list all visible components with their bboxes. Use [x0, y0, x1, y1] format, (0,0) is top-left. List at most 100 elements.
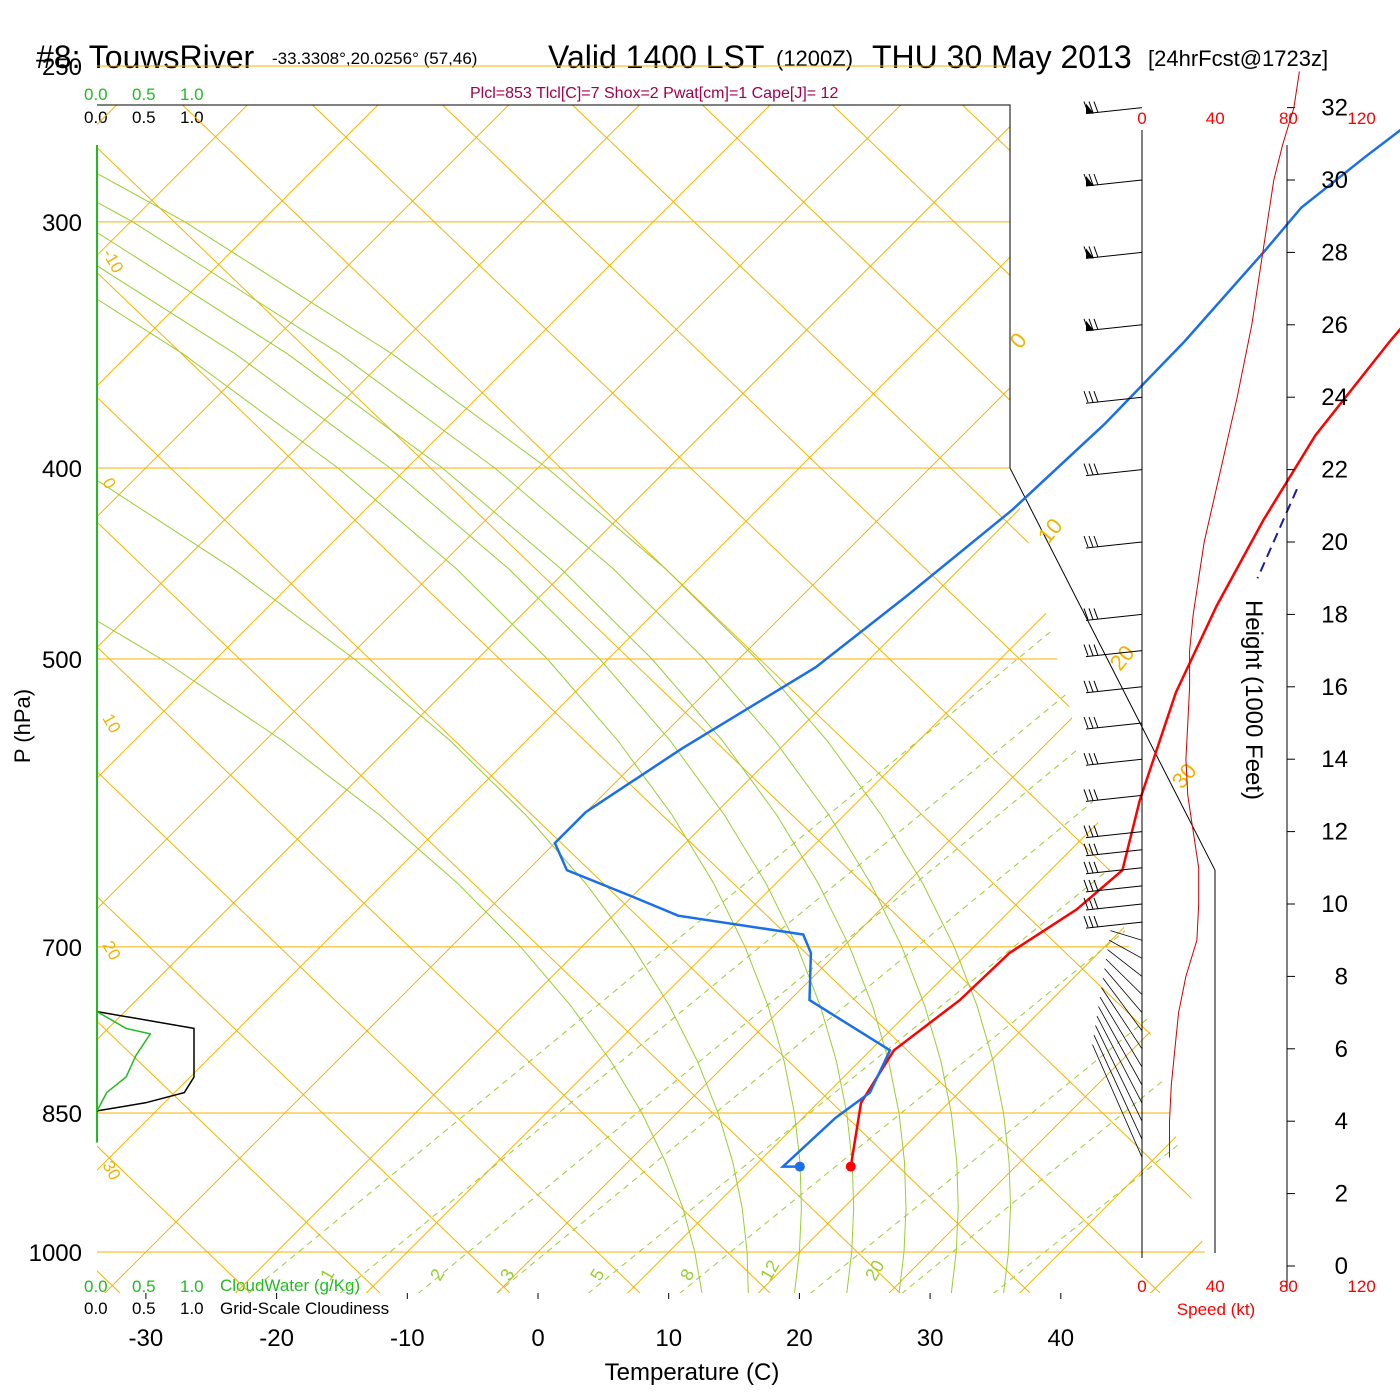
wind-barb	[1085, 541, 1143, 549]
isotherm-line	[97, 105, 714, 1293]
cloud-bottom-green-ticks: 0.0 0.5 1.0 CloudWater (g/Kg)	[84, 1276, 360, 1296]
speed-tick-bottom: 0	[1137, 1277, 1146, 1296]
dry-adiabat-label: 30	[99, 1158, 125, 1184]
surface-dewpoint-point	[794, 1161, 805, 1172]
pressure-tick-label: 300	[42, 210, 82, 237]
wind-barb-feather	[1088, 463, 1094, 475]
wind-barb-feather	[1088, 173, 1094, 186]
isotherm-line	[757, 105, 1215, 1293]
wind-barb-feather	[1083, 173, 1089, 186]
wind-barb-feather	[1088, 644, 1094, 656]
height-tick-label: 24	[1321, 384, 1348, 411]
dry-adiabat-line	[119, 105, 1215, 1293]
height-tick-label: 20	[1321, 529, 1348, 556]
cloudwater-label: CloudWater (g/Kg)	[220, 1276, 360, 1295]
valid-date: THU 30 May 2013	[872, 39, 1132, 75]
temperature-tick-label: -30	[129, 1325, 164, 1352]
moist-adiabat-line	[97, 105, 802, 1293]
right-adiabat-label: 20	[1105, 640, 1140, 675]
speed-axis-label: Speed (kt)	[1177, 1300, 1255, 1319]
speed-tick-bottom: 40	[1206, 1277, 1225, 1296]
wind-barb-feather	[1093, 680, 1099, 692]
moist-adiabat-line	[97, 105, 703, 1293]
moist-adiabat-line	[97, 105, 749, 1293]
isotherm-line	[626, 105, 1215, 1293]
temperature-tick-label: 30	[917, 1325, 944, 1352]
wind-barb-feather	[1093, 861, 1099, 873]
height-tick-label: 16	[1321, 674, 1348, 701]
dry-adiabat-label: 0	[99, 475, 120, 493]
wind-barb-feather	[1088, 879, 1094, 892]
wind-barb-feather	[1093, 463, 1099, 475]
dry-adiabat-line	[97, 105, 381, 1293]
wind-barb	[1085, 179, 1143, 187]
dry-adiabat-line	[97, 105, 901, 1293]
wind-speed-line	[1169, 71, 1300, 1158]
cloud-bottom-black-tick: 0.0	[84, 1299, 108, 1318]
isotherm-line	[97, 105, 845, 1293]
moist-adiabat-line	[97, 105, 907, 1293]
wind-barb	[1085, 903, 1143, 911]
height-tick-label: 8	[1335, 963, 1348, 990]
height-tick-label: 26	[1321, 312, 1348, 339]
mixing-ratio-label: 5	[586, 1265, 608, 1284]
speed-tick-bottom: 120	[1347, 1277, 1375, 1296]
height-tick-label: 12	[1321, 819, 1348, 846]
station-title: #8: TouwsRiver	[36, 39, 255, 75]
dry-adiabat-label: 20	[99, 938, 125, 964]
wind-barb	[1104, 968, 1143, 1013]
isotherm-line	[97, 105, 453, 1293]
isotherm-line	[103, 105, 1215, 1293]
wind-barb-feather	[1083, 246, 1089, 258]
cloud-bottom-black-ticks: 0.0 0.5 1.0 Grid-Scale Cloudiness	[84, 1299, 389, 1318]
height-tick-label: 4	[1335, 1108, 1348, 1135]
height-tick-label: 0	[1335, 1253, 1348, 1280]
dry-adiabat-line	[97, 105, 771, 1293]
wind-barb-feather	[1088, 391, 1094, 403]
speed-tick-top: 0	[1137, 109, 1146, 128]
pressure-tick-label: 250	[42, 54, 82, 81]
height-tick-label: 14	[1321, 746, 1348, 773]
wind-barb-feather	[1088, 897, 1094, 910]
wind-barb	[1085, 849, 1143, 857]
wind-barb	[1101, 987, 1143, 1050]
wind-barb	[1085, 469, 1143, 477]
mixing-ratio-line	[247, 467, 1215, 1293]
cloud-top-green-ticks: 0.0 0.5 1.0	[84, 85, 204, 104]
dry-adiabat-line	[97, 105, 1215, 1293]
wind-barb-feather	[1083, 825, 1089, 837]
wind-barb-feather	[1093, 318, 1099, 330]
wind-barb-feather	[1088, 680, 1094, 692]
wind-barb-feather	[1083, 535, 1089, 548]
wind-barb	[1092, 1044, 1143, 1158]
dewpoint-line	[553, 128, 1400, 1168]
cloud-top-black-tick: 1.0	[180, 108, 204, 127]
wind-barb	[1085, 650, 1143, 658]
height-tick-label: 22	[1321, 457, 1348, 484]
temperature-tick-label: 0	[531, 1325, 544, 1352]
mixing-ratio-label: 3	[496, 1265, 518, 1284]
right-adiabat-label: 30	[1167, 758, 1202, 793]
pressure-tick-label: 850	[42, 1101, 82, 1128]
wind-barb	[1085, 921, 1143, 929]
mixing-ratio-label: 12	[756, 1257, 783, 1284]
wind-barb-feather	[1093, 101, 1099, 113]
wind-barb	[1099, 996, 1143, 1068]
wind-barb	[1085, 867, 1143, 875]
wind-barb-feather	[1083, 318, 1089, 330]
wind-barb-feather	[1083, 608, 1089, 620]
cloud-bottom-black-tick: 0.5	[132, 1299, 156, 1318]
isotherm-line	[97, 105, 976, 1293]
wind-barb-feather	[1088, 608, 1094, 620]
mixing-ratio-line	[587, 467, 1215, 1293]
valid-time: Valid 1400 LST	[548, 39, 764, 75]
wind-barb-feather	[1093, 246, 1099, 258]
wind-barb-feather	[1093, 897, 1099, 910]
wind-barb-feather	[1093, 391, 1099, 403]
wind-barb-feather	[1088, 753, 1094, 765]
dry-adiabat-line	[97, 105, 1031, 1293]
height-tick-label: 28	[1321, 239, 1348, 266]
right-adiabat-label: 10	[1033, 513, 1068, 548]
wind-barb	[1085, 107, 1143, 115]
